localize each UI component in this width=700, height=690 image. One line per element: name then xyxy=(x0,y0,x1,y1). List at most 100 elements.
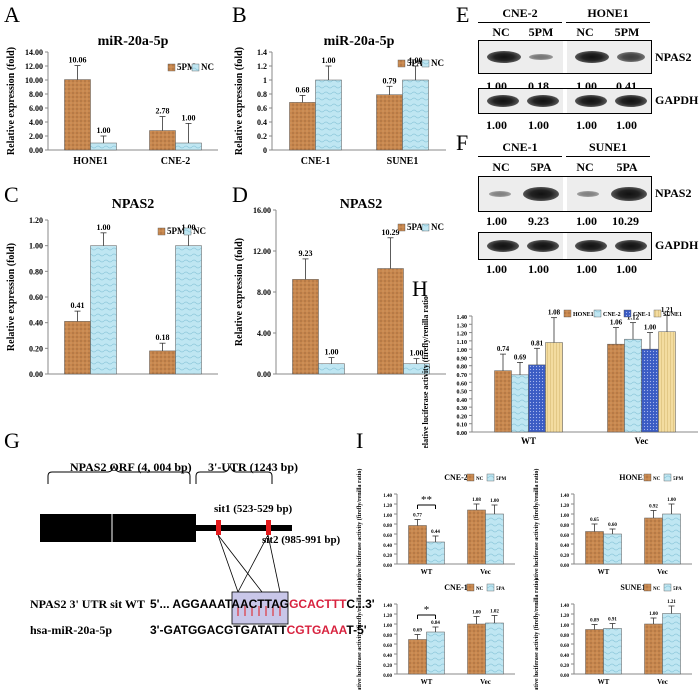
blot-e-protein-1: NPAS2 xyxy=(655,50,692,64)
x-tick-label: WT xyxy=(598,678,610,686)
y-tick-label: 0.6 xyxy=(257,104,267,113)
blot-f-protein-2: GAPDH xyxy=(655,238,699,252)
bar-5pa xyxy=(376,94,403,151)
blot-f-quant-2: 1.00 xyxy=(528,262,549,276)
y-tick-label: 4.00 xyxy=(29,118,43,127)
x-tick-label: SUNE1 xyxy=(387,156,419,167)
y-tick-label: 12.00 xyxy=(25,62,43,71)
blot-band xyxy=(615,240,647,252)
legend-label: CNE-1 xyxy=(633,312,651,318)
x-tick-label: Vec xyxy=(480,678,491,686)
data-label: 2.78 xyxy=(156,107,170,116)
data-label: 1.00 xyxy=(649,612,658,617)
blot-e-lane: 5PM xyxy=(614,25,640,39)
y-tick-label: 0.60 xyxy=(560,534,569,539)
y-tick-label: 0.40 xyxy=(560,654,569,659)
blot-f-quant-2: 1.00 xyxy=(486,262,507,276)
y-tick-label: 0.00 xyxy=(383,564,392,569)
y-axis-label: Relative luciferase activity (firefly/re… xyxy=(533,579,540,690)
blot-e-quant-2: 1.00 xyxy=(576,118,597,132)
legend-label: SUNE1 xyxy=(663,312,682,318)
bar-nc xyxy=(467,623,486,675)
y-tick-label: 0.40 xyxy=(457,398,468,404)
data-label: 1.12 xyxy=(627,314,640,322)
legend-label: NC xyxy=(653,477,661,482)
blot-e-quant-2: 1.00 xyxy=(616,118,637,132)
y-tick-label: 0.20 xyxy=(383,554,392,559)
data-label: 1.00 xyxy=(472,611,481,616)
data-label: 0.18 xyxy=(156,333,170,342)
blot-band xyxy=(527,240,559,252)
data-label: 1.00 xyxy=(182,113,196,122)
y-tick-label: 14.00 xyxy=(25,48,43,57)
legend-label: 5PM xyxy=(673,477,684,482)
blot-band xyxy=(577,191,599,197)
data-label: 9.23 xyxy=(299,249,313,258)
mir-seq: 3'-GATGGACGTGATATTCGTGAAAT-5' xyxy=(150,623,367,637)
y-tick-label: 1.20 xyxy=(383,504,392,509)
y-tick-label: 4.00 xyxy=(257,329,271,338)
data-label: 1.00 xyxy=(97,223,111,232)
bar-5pa xyxy=(485,622,504,675)
blot-e-quant-2: 1.00 xyxy=(486,118,507,132)
legend-swatch xyxy=(191,63,200,72)
bar-nc xyxy=(408,525,427,565)
chart-b: miR-20a-5p Relative expression (fold) 0 0.2… xyxy=(234,34,446,167)
data-label: 1.00 xyxy=(667,498,676,503)
data-label: 0.41 xyxy=(71,301,85,310)
y-tick-label: 0.20 xyxy=(457,414,468,420)
panel-letter-f: F xyxy=(456,130,469,155)
blot-f-overline xyxy=(478,156,562,157)
y-axis-label: Relative luciferase activity (firefly/re… xyxy=(356,469,363,580)
blot-f-quant: 10.29 xyxy=(612,214,639,228)
utr-label: 3'-UTR (1243 bp) xyxy=(208,460,299,474)
blot-e-npas2-membrane xyxy=(478,40,652,74)
y-tick-label: 0.00 xyxy=(560,674,569,679)
legend-label: 5PM xyxy=(167,226,186,236)
blot-band xyxy=(487,95,519,107)
mir-name: hsa-miR-20a-5p xyxy=(30,623,113,637)
y-tick-label: 0.50 xyxy=(457,390,468,396)
blot-band xyxy=(611,187,647,201)
blot-f-quant: 9.23 xyxy=(528,214,549,228)
y-tick-label: 1.00 xyxy=(560,624,569,629)
data-label: 1.00 xyxy=(97,126,111,135)
x-tick-label: WT xyxy=(521,436,536,446)
chart-h: Relative luciferase activity (firefly/re… xyxy=(421,296,698,448)
bar-cne-2 xyxy=(511,374,529,433)
y-tick-label: 0.00 xyxy=(29,370,43,379)
y-axis-label: Relative luciferase activity (firefly/re… xyxy=(421,296,430,448)
data-label: 1.21 xyxy=(661,306,674,314)
blot-band xyxy=(575,95,607,107)
legend-swatch xyxy=(167,63,176,72)
x-tick-label: Vec xyxy=(657,678,668,686)
bar-nc xyxy=(585,629,604,675)
data-label: 1.00 xyxy=(490,499,499,504)
data-label: 1.21 xyxy=(667,600,676,605)
data-label: 0.65 xyxy=(590,518,599,523)
orf-bar xyxy=(40,514,196,542)
legend-swatch xyxy=(183,227,192,236)
blot-e-lane: NC xyxy=(576,25,594,39)
bar-5pm xyxy=(64,321,91,375)
bar-nc xyxy=(315,79,342,151)
data-label: 0.84 xyxy=(431,621,440,626)
blot-f-lane: 5PA xyxy=(616,160,638,174)
utr-bar xyxy=(196,525,292,531)
bar-cne-1 xyxy=(528,364,546,433)
data-label: 0.69 xyxy=(413,629,422,634)
data-label: 1.00 xyxy=(410,349,424,358)
significance-marker: ** xyxy=(421,494,432,506)
y-tick-label: 1.20 xyxy=(457,332,468,338)
site1-label: sit1 (523-529 bp) xyxy=(214,503,293,515)
x-tick-label: CNE-1 xyxy=(301,156,330,167)
data-label: 10.29 xyxy=(382,228,400,237)
y-tick-label: 0.00 xyxy=(457,431,468,437)
legend-swatch xyxy=(623,309,632,318)
legend-swatch xyxy=(653,309,662,318)
legend-swatch xyxy=(486,583,495,592)
blot-band xyxy=(489,191,511,197)
blot-e-lane: 5PM xyxy=(528,25,554,39)
y-tick-label: 1 xyxy=(263,76,267,85)
data-label: 0.91 xyxy=(608,618,617,623)
